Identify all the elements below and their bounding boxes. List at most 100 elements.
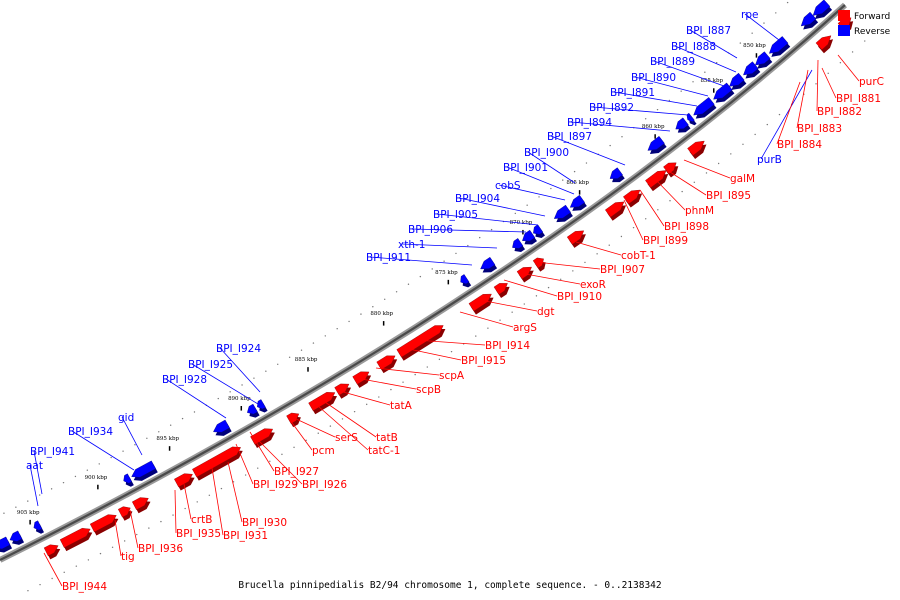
reverse-gene-label: BPI_I891	[610, 87, 655, 99]
guide-dot	[479, 236, 481, 239]
forward-gene-label: BPI_I914	[485, 340, 530, 352]
forward-gene-label: argS	[513, 322, 537, 334]
guide-dot	[38, 494, 41, 496]
forward-leader-line	[235, 443, 254, 485]
tick-label: 905 kbp	[17, 510, 40, 516]
forward-gene-arrow-shadow	[607, 205, 627, 221]
reverse-gene-label: BPI_I894	[567, 117, 612, 129]
tick-label: 895 kbp	[156, 436, 179, 442]
forward-gene-arrow	[174, 473, 193, 488]
legend-forward-label: Forward	[854, 12, 890, 22]
guide-dot	[490, 228, 493, 231]
guide-dot	[739, 42, 742, 44]
guide-dot	[656, 108, 659, 111]
forward-gene-label: BPI_I926	[302, 479, 347, 491]
reverse-gene-label: BPI_I941	[30, 446, 75, 458]
forward-gene-label: BPI_I898	[664, 221, 709, 233]
forward-leader-line	[183, 483, 192, 520]
reverse-gene-arrow	[693, 97, 715, 116]
reverse-gene-arrow	[569, 194, 586, 208]
reverse-gene-label: purB	[757, 154, 782, 166]
reverse-gene-label: BPI_I901	[503, 162, 548, 174]
guide-dot	[621, 136, 623, 138]
forward-leader-line	[114, 519, 122, 557]
reverse-gene-label: BPI_I934	[68, 426, 113, 438]
guide-dot	[669, 200, 671, 202]
gene-labels: rpe BPI_I887 BPI_I888 BPI_I889 BPI_I890 BPI_I…	[26, 9, 884, 593]
forward-gene-label: BPI_I895	[706, 190, 751, 202]
guide-dot	[547, 286, 550, 289]
reverse-gene-label: BPI_I905	[433, 209, 478, 221]
guide-dot	[475, 335, 477, 337]
forward-gene-label: BPI_I910	[557, 291, 602, 303]
forward-leader-line	[289, 419, 313, 451]
guide-dot	[160, 520, 162, 523]
guide-dot	[584, 261, 586, 264]
forward-leader-line	[623, 199, 644, 241]
reverse-gene-arrow	[609, 167, 623, 179]
reverse-gene-arrow	[460, 274, 470, 285]
guide-dot	[438, 358, 441, 361]
reverse-gene-arrow	[533, 224, 544, 235]
guide-dot	[443, 260, 445, 262]
forward-leader-line	[816, 59, 819, 112]
reverse-leader-line	[592, 106, 689, 116]
forward-gene-label: cobT-1	[621, 250, 656, 262]
guide-dot	[336, 328, 338, 330]
guide-dot	[241, 384, 243, 386]
tick-label: 855 kbp	[700, 78, 723, 84]
reverse-leader-line	[653, 60, 725, 87]
guide-dot	[455, 252, 457, 255]
reverse-leader-line	[436, 213, 539, 226]
guide-dot	[596, 253, 598, 255]
legend: Forward Reverse	[838, 10, 891, 37]
reverse-gene-arrow	[0, 536, 11, 550]
guide-dot	[288, 356, 291, 358]
guide-dot	[281, 453, 283, 456]
forward-leader-line	[129, 509, 139, 549]
reverse-gene-arrow	[755, 51, 771, 66]
reverse-leader-line	[527, 151, 576, 184]
guide-dot	[705, 172, 708, 174]
forward-gene-label: BPI_I931	[223, 530, 268, 542]
reverse-gene-label: BPI_I890	[631, 72, 676, 84]
reverse-gene-arrow	[9, 530, 23, 542]
guide-dot	[51, 577, 53, 580]
forward-gene-arrow	[687, 140, 705, 156]
guide-dot	[620, 235, 623, 238]
reverse-gene-label: BPI_I911	[366, 252, 411, 264]
forward-gene-arrow	[532, 257, 544, 269]
forward-gene-arrow	[604, 201, 625, 218]
guide-dot	[499, 319, 501, 321]
guide-dot	[329, 425, 332, 427]
guide-dot	[317, 432, 319, 434]
reverse-gene-label: rpe	[741, 9, 758, 21]
guide-dot	[27, 500, 29, 502]
reverse-leader-line	[634, 76, 709, 97]
forward-gene-label: scpA	[439, 370, 465, 382]
guide-dot	[775, 12, 777, 14]
forward-leader-line	[669, 171, 707, 196]
forward-leader-line	[403, 347, 462, 361]
guide-dot	[751, 32, 753, 34]
backbone-line	[0, 4, 846, 561]
guide-dot	[754, 133, 756, 136]
forward-leader-line	[227, 461, 243, 523]
guide-dot	[384, 298, 386, 301]
guide-dot	[608, 244, 610, 246]
guide-dot	[467, 244, 469, 247]
reverse-leader-line	[401, 243, 498, 249]
forward-gene-arrow	[250, 428, 274, 445]
reverse-leader-line	[165, 378, 227, 419]
legend-reverse-swatch	[838, 25, 850, 36]
tick-label: 880 kbp	[370, 311, 393, 317]
forward-leader-line	[655, 179, 686, 211]
reverse-leader-line	[33, 450, 43, 495]
guide-dot	[87, 559, 90, 561]
reverse-gene-label: gid	[118, 412, 134, 424]
guide-dot	[86, 469, 89, 471]
reverse-leader-line	[613, 91, 698, 107]
forward-leader-line	[479, 299, 538, 312]
forward-leader-line	[174, 489, 177, 534]
forward-gene-label: BPI_I929	[253, 479, 298, 491]
